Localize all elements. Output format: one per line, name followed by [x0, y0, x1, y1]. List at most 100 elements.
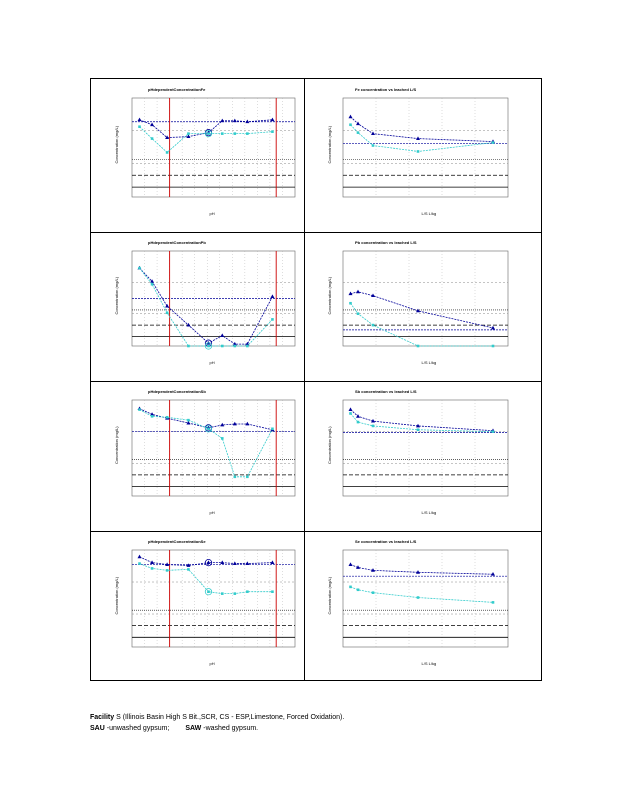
data-point-sau [371, 293, 375, 298]
data-point-saw [371, 424, 375, 428]
data-point-sau [137, 117, 142, 122]
data-point-saw [271, 427, 274, 431]
data-point-saw [220, 132, 224, 135]
data-point-sau [232, 118, 237, 123]
data-point-saw [233, 475, 237, 479]
chart-title: pHdependentConcentrationFe [148, 87, 206, 92]
data-point-sau [220, 560, 225, 565]
figure-grid [90, 78, 542, 681]
data-point-sau [220, 422, 225, 427]
series-line-saw [350, 124, 494, 152]
data-point-sau [165, 135, 170, 139]
data-point-saw [187, 568, 190, 571]
y-axis-label: Concentration (mg/L) [114, 125, 119, 163]
data-point-sau [165, 303, 170, 308]
natural-ph-marker-sau [204, 559, 213, 567]
grid-row-divider-3 [91, 531, 541, 532]
data-point-saw [207, 590, 210, 594]
caption-saw-text: -washed gypsum. [203, 725, 259, 732]
data-point-sau [245, 341, 250, 346]
data-point-sau [491, 572, 495, 576]
data-point-sau [371, 418, 375, 423]
data-point-sau [356, 565, 360, 569]
data-point-saw [220, 592, 224, 595]
data-point-saw [150, 137, 154, 140]
data-point-saw [138, 408, 141, 411]
data-point-saw [349, 585, 352, 589]
natural-ph-marker-saw [204, 425, 213, 433]
data-point-saw [246, 590, 249, 594]
natural-ph-marker-saw [204, 588, 213, 596]
data-point-saw [349, 123, 352, 127]
plot-frame [342, 250, 509, 347]
data-point-sau [150, 279, 155, 283]
chart-title: pHdependentConcentrationSe [148, 539, 206, 544]
data-point-sau [245, 421, 250, 426]
grid-row-divider-1 [91, 232, 541, 233]
data-point-sau [245, 561, 250, 565]
chart-se-ph: pHdependentConcentrationSe Concentration … [90, 530, 303, 681]
data-point-saw [246, 344, 249, 348]
x-axis-label: L/S L/kg [422, 510, 437, 515]
data-point-saw [207, 344, 210, 348]
chart-pb-ls: Pb concentration vs leached L/S Concentra… [303, 231, 542, 380]
data-point-saw [233, 344, 237, 348]
caption-saw-label: SAW [185, 725, 202, 732]
data-point-saw [356, 312, 360, 315]
data-point-sau [348, 407, 353, 411]
data-point-sau [371, 568, 375, 572]
data-point-sau [356, 414, 360, 418]
x-axis-label: pH [210, 360, 215, 365]
data-point-sau [232, 421, 237, 426]
data-point-saw [416, 150, 420, 153]
natural-ph-marker-saw [204, 342, 213, 350]
data-point-saw [371, 591, 375, 594]
data-point-sau [186, 563, 191, 567]
data-point-saw [207, 427, 210, 431]
series-line-sau [350, 564, 494, 575]
data-point-saw [416, 428, 420, 432]
chart-title: Se concentration vs leached L/S [355, 539, 417, 544]
data-point-sau [348, 562, 353, 566]
data-point-saw [233, 132, 237, 135]
data-point-saw [220, 437, 224, 440]
data-point-sau [232, 341, 237, 346]
y-axis-label: Concentration (mg/L) [327, 125, 332, 163]
data-point-sau [371, 131, 375, 136]
natural-ph-marker-saw [204, 130, 213, 138]
series-line-saw [350, 586, 494, 603]
data-point-sau [348, 114, 353, 119]
plot-frame [342, 97, 509, 198]
data-point-sau [220, 118, 225, 123]
chart-se-ls: Se concentration vs leached L/S Concentra… [303, 530, 542, 681]
data-point-sau [165, 562, 170, 566]
chart-title: pHdependentConcentrationPb [148, 240, 206, 245]
data-point-sau [270, 294, 275, 298]
data-point-sau [356, 121, 360, 126]
caption-facility-text: S (Illinois Basin High S Bit.,SCR, CS - … [116, 714, 345, 721]
data-point-saw [356, 588, 360, 592]
x-axis-label: L/S L/kg [422, 661, 437, 666]
data-point-saw [491, 344, 495, 348]
plot-frame [131, 399, 296, 497]
data-point-sau [245, 119, 250, 124]
data-point-saw [271, 318, 274, 321]
data-point-sau [220, 333, 225, 337]
data-point-saw [491, 601, 495, 604]
plot-frame [131, 549, 296, 648]
data-point-saw [165, 151, 169, 154]
data-point-saw [349, 412, 352, 415]
plot-frame [342, 399, 509, 497]
data-point-saw [165, 415, 169, 419]
caption-sau-label: SAU [90, 725, 105, 732]
plot-frame [342, 549, 509, 648]
series-line-sau [350, 409, 494, 432]
data-point-saw [349, 301, 352, 305]
grid-row-divider-2 [91, 381, 541, 382]
data-point-sau [270, 560, 275, 565]
series-line-saw [139, 126, 273, 153]
y-axis-label: Concentration (mg/L) [114, 576, 119, 614]
data-point-saw [138, 266, 141, 270]
data-point-saw [233, 592, 237, 595]
data-point-sau [232, 561, 237, 565]
